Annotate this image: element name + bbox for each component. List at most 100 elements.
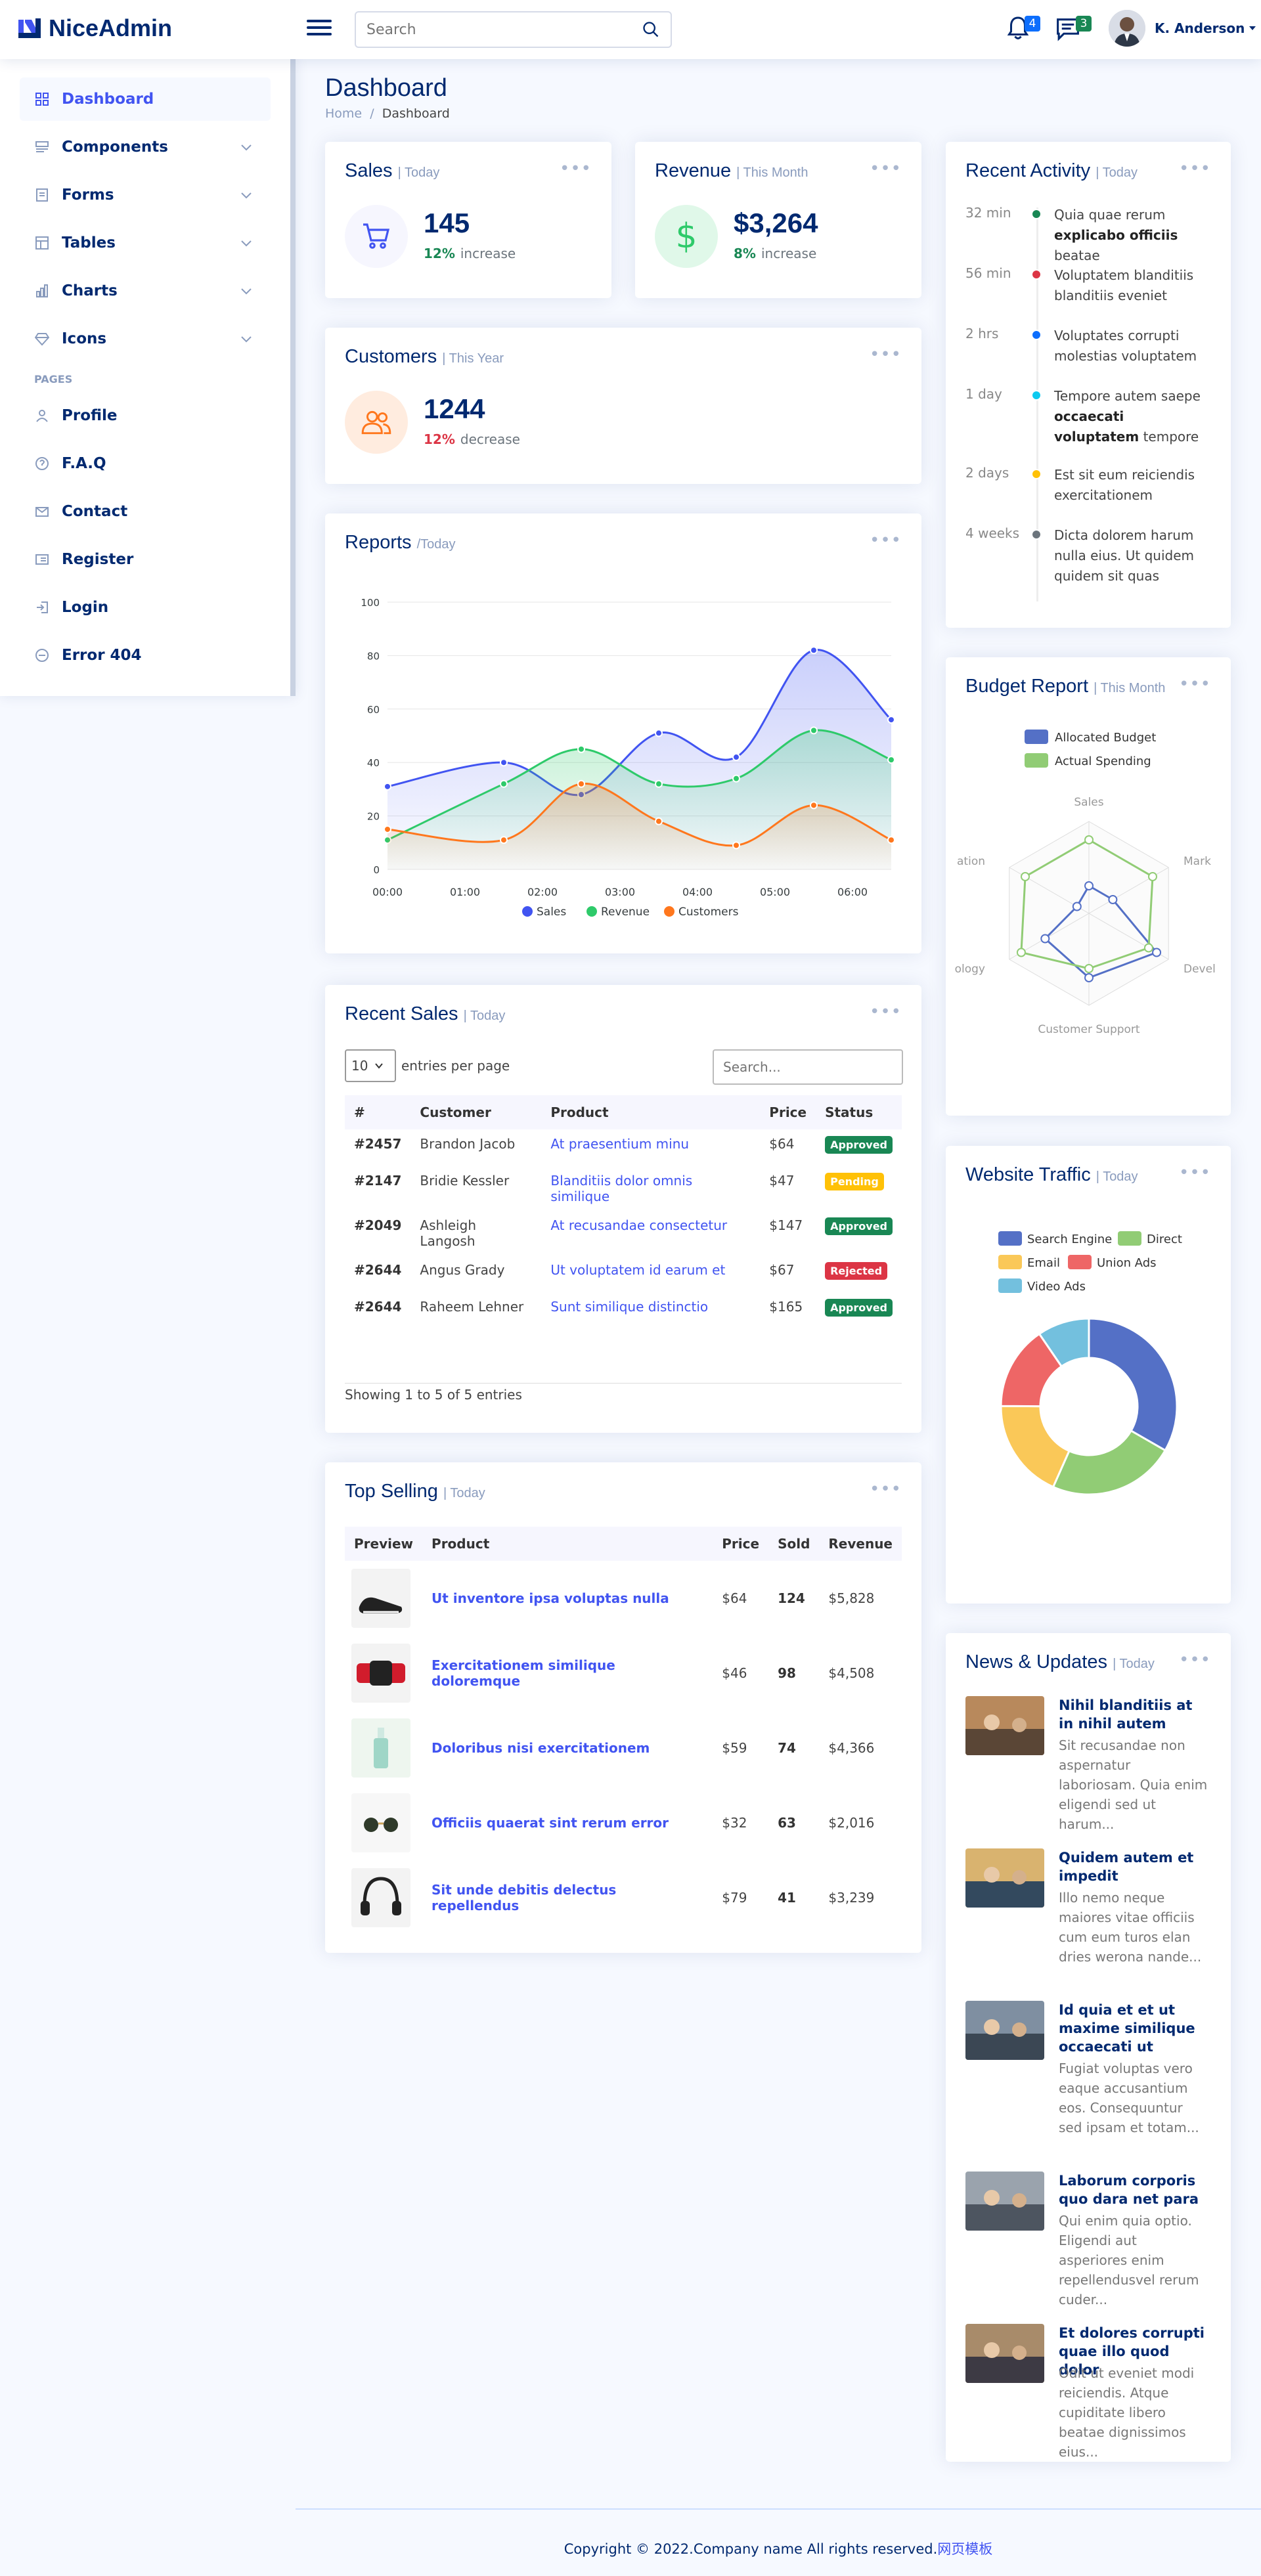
radar-point[interactable] (1084, 881, 1094, 890)
search-input[interactable] (356, 12, 632, 47)
radar-point[interactable] (1143, 943, 1153, 953)
data-point[interactable] (887, 756, 895, 764)
sidebar-item-register[interactable]: Register (20, 538, 271, 581)
radar-point[interactable] (1072, 902, 1082, 911)
news-title[interactable]: Et dolores corrupti quae illo quod dolor (1059, 2325, 1205, 2378)
product-link[interactable]: Ut inventore ipsa voluptas nulla (431, 1590, 669, 1606)
shoe-image[interactable] (351, 1569, 410, 1628)
more-options-button[interactable]: ••• (869, 159, 902, 179)
more-options-button[interactable]: ••• (1178, 1163, 1211, 1183)
data-point[interactable] (887, 716, 895, 724)
product-link[interactable]: At recusandae consectetur (550, 1217, 728, 1233)
news-title[interactable]: Id quia et et ut maxime similique occaec… (1059, 2002, 1195, 2055)
data-point[interactable] (732, 841, 740, 850)
pie-slice[interactable] (1000, 1405, 1071, 1489)
radar-point[interactable] (1021, 872, 1030, 881)
brand-logo[interactable]: NiceAdmin (17, 14, 172, 42)
sidebar-item-error-404[interactable]: Error 404 (20, 634, 271, 677)
order-id[interactable]: #2049 (354, 1217, 402, 1233)
data-point[interactable] (384, 782, 391, 791)
more-options-button[interactable]: ••• (1178, 1650, 1211, 1670)
headphones-image[interactable] (351, 1868, 410, 1927)
data-point[interactable] (655, 817, 663, 825)
pie-slice[interactable] (1088, 1317, 1178, 1452)
data-point[interactable] (384, 825, 391, 833)
data-point[interactable] (887, 836, 895, 844)
sidebar-item-charts[interactable]: Charts (20, 269, 271, 313)
news-image[interactable] (965, 2001, 1044, 2060)
radar-point[interactable] (1147, 872, 1157, 881)
news-image[interactable] (965, 1848, 1044, 1908)
sidebar-item-components[interactable]: Components (20, 125, 271, 169)
data-point[interactable] (732, 753, 740, 762)
more-options-button[interactable]: ••• (869, 1002, 902, 1022)
product-link[interactable]: Sit unde debitis delectus repellendus (431, 1882, 617, 1913)
column-header[interactable]: # (345, 1095, 411, 1129)
column-header[interactable]: Price (760, 1095, 816, 1129)
order-id[interactable]: #2644 (354, 1262, 402, 1278)
sidebar-item-icons[interactable]: Icons (20, 317, 271, 360)
product-link[interactable]: Ut voluptatem id earum et (550, 1262, 726, 1278)
news-image[interactable] (965, 2172, 1044, 2231)
more-options-button[interactable]: ••• (559, 159, 592, 179)
more-options-button[interactable]: ••• (869, 1479, 902, 1499)
data-point[interactable] (500, 758, 508, 767)
sidebar-item-profile[interactable]: Profile (20, 394, 271, 437)
notifications-button[interactable]: 4 (1006, 13, 1040, 45)
data-point[interactable] (810, 801, 818, 810)
sidebar-item-dashboard[interactable]: Dashboard (20, 77, 271, 121)
data-point[interactable] (577, 779, 585, 788)
radar-point[interactable] (1084, 835, 1094, 844)
column-header[interactable]: Status (816, 1095, 902, 1129)
product-link[interactable]: Doloribus nisi exercitationem (431, 1740, 650, 1756)
more-options-button[interactable]: ••• (1178, 159, 1211, 179)
messages-button[interactable]: 3 (1055, 13, 1092, 45)
news-title[interactable]: Nihil blanditiis at in nihil autem (1059, 1697, 1193, 1732)
sidebar-item-login[interactable]: Login (20, 586, 271, 629)
radar-point[interactable] (1152, 948, 1162, 957)
profile-dropdown[interactable]: K. Anderson (1109, 10, 1256, 47)
data-point[interactable] (577, 745, 585, 753)
radar-point[interactable] (1084, 973, 1094, 982)
product-link[interactable]: Officiis quaerat sint rerum error (431, 1815, 669, 1831)
sidebar-item-forms[interactable]: Forms (20, 173, 271, 217)
more-options-button[interactable]: ••• (869, 531, 902, 550)
footer-link[interactable]: 网页模板 (937, 2541, 993, 2557)
news-image[interactable] (965, 2324, 1044, 2383)
search-icon[interactable] (642, 20, 660, 39)
news-title[interactable]: Quidem autem et impedit (1059, 1850, 1194, 1884)
order-id[interactable]: #2644 (354, 1299, 402, 1315)
order-id[interactable]: #2457 (354, 1136, 402, 1152)
data-point[interactable] (655, 729, 663, 737)
watch-image[interactable] (351, 1644, 410, 1703)
data-point[interactable] (810, 726, 818, 735)
entries-select[interactable]: 10 (345, 1049, 396, 1082)
product-link[interactable]: At praesentium minu (550, 1136, 690, 1152)
more-options-button[interactable]: ••• (1178, 674, 1211, 694)
more-options-button[interactable]: ••• (869, 345, 902, 364)
sidebar-item-faq[interactable]: F.A.Q (20, 442, 271, 485)
pie-slice[interactable] (1038, 1317, 1090, 1368)
data-point[interactable] (500, 779, 508, 788)
product-link[interactable]: Exercitationem similique doloremque (431, 1657, 615, 1689)
data-point[interactable] (810, 646, 818, 655)
radar-point[interactable] (1084, 964, 1094, 973)
radar-point[interactable] (1108, 895, 1118, 904)
data-point[interactable] (500, 836, 508, 844)
bottle-image[interactable] (351, 1718, 410, 1778)
glasses-image[interactable] (351, 1793, 410, 1852)
sidebar-item-contact[interactable]: Contact (20, 490, 271, 533)
product-link[interactable]: Sunt similique distinctio (550, 1299, 709, 1315)
sidebar-item-tables[interactable]: Tables (20, 221, 271, 265)
breadcrumb-home[interactable]: Home (325, 106, 363, 121)
toggle-sidebar-button[interactable] (307, 16, 332, 41)
table-search-input[interactable] (713, 1049, 903, 1085)
column-header[interactable]: Product (541, 1095, 761, 1129)
news-title[interactable]: Laborum corporis quo dara net para (1059, 2173, 1199, 2207)
radar-point[interactable] (1016, 948, 1026, 957)
data-point[interactable] (655, 779, 663, 788)
column-header[interactable]: Customer (410, 1095, 542, 1129)
order-id[interactable]: #2147 (354, 1173, 402, 1189)
pie-slice[interactable] (1051, 1429, 1167, 1496)
data-point[interactable] (732, 774, 740, 783)
